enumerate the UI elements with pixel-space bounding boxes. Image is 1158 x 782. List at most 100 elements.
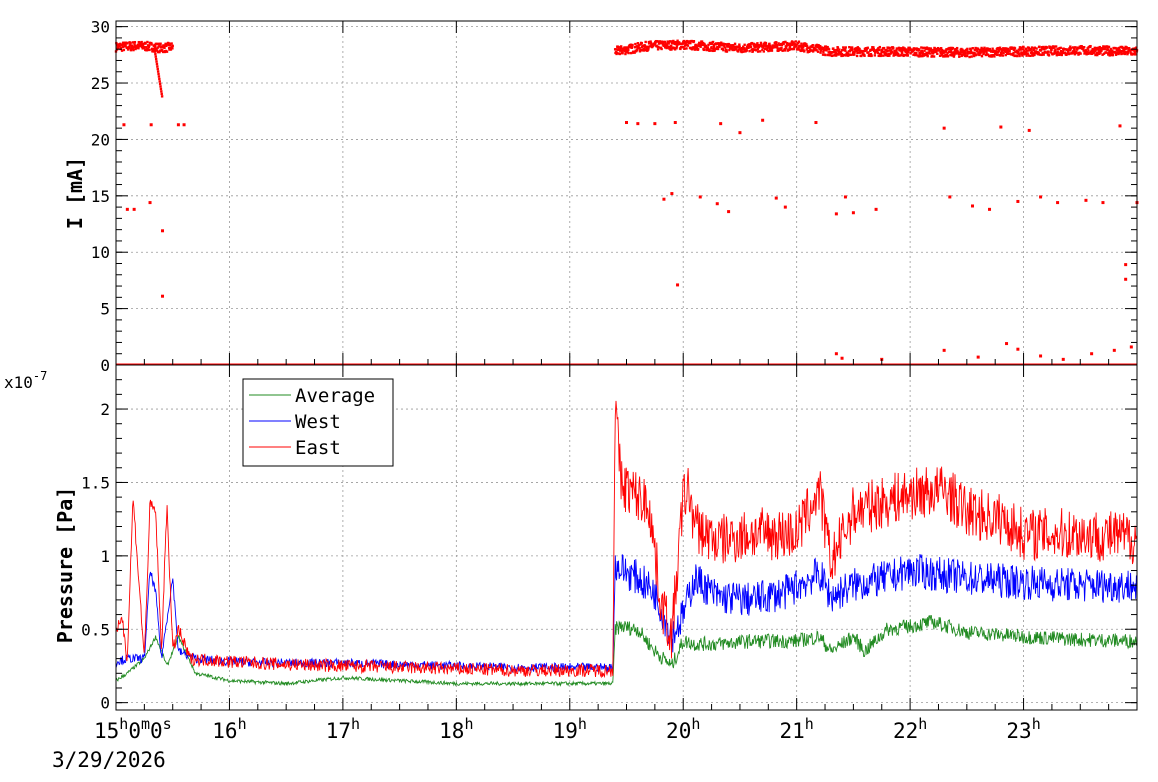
current-point [161, 50, 165, 54]
current-point [1029, 54, 1032, 58]
current-point [805, 48, 808, 51]
current-point [936, 52, 939, 55]
current-point [1034, 50, 1038, 53]
current-point [1080, 46, 1084, 49]
current-point [1126, 52, 1129, 56]
current-point [909, 52, 912, 55]
current-point [1066, 50, 1070, 53]
current-point [1123, 51, 1126, 54]
current-point [1068, 49, 1072, 52]
current-point [800, 42, 803, 45]
current-outlier-point [719, 122, 723, 126]
current-point [656, 48, 660, 51]
current-point [1106, 46, 1109, 50]
current-outlier-point [673, 121, 677, 125]
current-point [890, 51, 894, 54]
current-point [762, 50, 765, 53]
current-point [788, 45, 792, 49]
time-axis-hour-label: 21h [780, 715, 814, 743]
pressure-y-axis-title: Pressure [Pa] [53, 487, 77, 644]
current-point [938, 49, 941, 52]
current-point [157, 72, 160, 76]
current-point [959, 50, 963, 54]
current-y-tick-label: 0 [100, 356, 110, 375]
current-point [939, 47, 943, 50]
current-point [935, 50, 938, 54]
current-outlier-point [1061, 357, 1065, 361]
current-point [738, 43, 741, 46]
current-point [1040, 53, 1043, 57]
current-point [842, 53, 846, 57]
current-point [1018, 52, 1021, 56]
current-point [1015, 49, 1018, 52]
current-point [1097, 49, 1101, 53]
current-point [978, 53, 981, 57]
current-point [1017, 50, 1020, 54]
current-point [154, 57, 158, 61]
current-point [750, 48, 753, 51]
current-point [712, 44, 715, 47]
current-point [785, 44, 788, 48]
current-point [160, 92, 163, 96]
current-point [153, 50, 157, 53]
current-point [895, 47, 899, 50]
current-point [141, 44, 145, 47]
current-point [717, 44, 721, 47]
time-axis-start-label: 15h0m0s [94, 715, 172, 743]
current-point [636, 42, 640, 45]
current-point [155, 48, 158, 51]
current-outlier-point [851, 211, 855, 215]
current-point [882, 54, 885, 57]
current-point [126, 48, 130, 51]
current-point [792, 47, 796, 51]
current-point [631, 43, 634, 47]
time-axis-ticks [115, 21, 1138, 710]
current-point [764, 47, 767, 50]
current-point [752, 42, 756, 46]
current-plot-area [116, 21, 1137, 365]
current-point [834, 54, 838, 57]
current-point [1047, 50, 1050, 53]
current-outlier-point [670, 192, 674, 196]
time-axis-hour-label: 23h [1006, 715, 1040, 743]
current-point [782, 42, 785, 46]
current-point [943, 51, 946, 54]
current-point [822, 50, 825, 54]
current-point [1025, 50, 1028, 54]
current-point [1061, 50, 1065, 53]
current-y-tick-label: 5 [100, 300, 110, 319]
current-point [904, 50, 908, 54]
current-point [683, 44, 687, 47]
current-point [1126, 51, 1129, 55]
current-point [660, 47, 663, 51]
current-point [150, 43, 153, 46]
current-point [617, 45, 620, 49]
current-point [720, 41, 723, 44]
current-point [118, 44, 122, 47]
pressure-y-tick-label: 2 [100, 400, 110, 419]
current-point [712, 45, 716, 49]
current-point [1075, 51, 1078, 55]
current-point [832, 47, 835, 50]
current-point [853, 51, 856, 54]
current-point [159, 42, 162, 45]
current-point [790, 40, 794, 43]
current-outlier-point [1016, 347, 1020, 351]
current-point [913, 48, 916, 51]
current-point [1088, 52, 1091, 55]
current-point [1110, 53, 1113, 57]
current-point [638, 46, 641, 50]
current-outlier-point [161, 294, 165, 298]
current-point [969, 47, 972, 51]
current-point [1101, 53, 1104, 56]
current-point [129, 41, 132, 45]
current-point [643, 47, 646, 50]
current-point [759, 50, 762, 53]
current-point [798, 48, 801, 51]
current-point [157, 45, 161, 48]
current-point [748, 49, 751, 53]
current-point [844, 46, 847, 49]
current-point [122, 48, 126, 52]
current-point [1050, 48, 1053, 52]
current-point [899, 47, 903, 50]
